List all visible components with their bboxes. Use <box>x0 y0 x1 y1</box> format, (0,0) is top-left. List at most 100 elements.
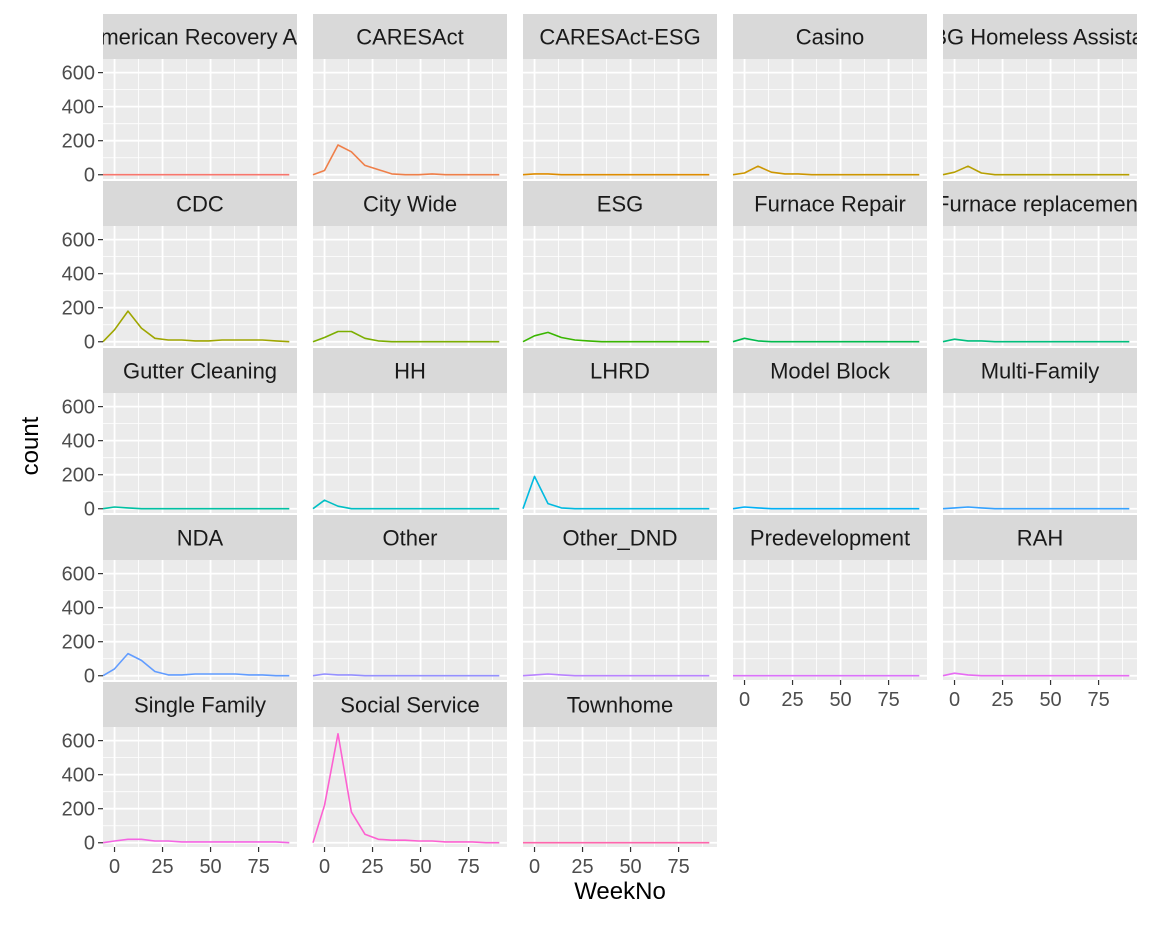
series-line-multi-family <box>942 506 1130 510</box>
series-line-gutter-cleaning <box>102 506 290 510</box>
facet-strip-label: Furnace replacement <box>936 192 1144 217</box>
facet-strip-label: RAH <box>1017 526 1063 551</box>
plot-background <box>103 59 297 179</box>
y-tick-label: 200 <box>62 131 95 153</box>
plot-background <box>313 59 507 179</box>
plot-background <box>523 226 717 346</box>
plot-background <box>523 59 717 179</box>
facet-panel-social-service: Social Service 0 25 50 75 <box>312 682 507 878</box>
facet-panel-cdc: CDC 0 200 400 600 <box>62 181 297 354</box>
facet-panel-caresact: CARESAct <box>312 14 507 179</box>
plot-background <box>943 393 1137 513</box>
y-tick-label: 600 <box>62 564 95 586</box>
facet-panel-city-wide: City Wide <box>312 181 507 346</box>
facet-strip <box>103 14 297 59</box>
facet-strip-label: Townhome <box>567 693 673 718</box>
plot-background <box>313 393 507 513</box>
facet-strip <box>733 348 927 393</box>
facet-panel-multi-family: Multi-Family <box>942 348 1137 513</box>
facet-panel-esg: ESG <box>522 181 717 346</box>
facet-strip-label: NDA <box>177 526 224 551</box>
x-tick-label: 25 <box>151 856 173 878</box>
facet-strip-label: ESG <box>597 192 643 217</box>
facet-strip-label: Predevelopment <box>750 526 910 551</box>
x-tick-label: 75 <box>457 856 479 878</box>
facet-strip <box>943 348 1137 393</box>
series-line-caresact <box>312 144 500 176</box>
facet-strip-label: CARESAct-ESG <box>539 25 700 50</box>
facet-panel-nda: NDA 0 200 400 600 <box>62 515 297 688</box>
facet-strip <box>523 348 717 393</box>
facet-panel-townhome: Townhome 0 25 50 75 <box>523 682 717 878</box>
plot-background <box>313 226 507 346</box>
y-tick-label: 0 <box>84 165 95 187</box>
facet-strip-label: LHRD <box>590 359 650 384</box>
x-tick-label: 25 <box>781 689 803 711</box>
y-tick-label: 0 <box>84 666 95 688</box>
y-axis-label: count <box>17 416 44 475</box>
x-tick-label: 0 <box>109 856 120 878</box>
facet-panel-furnace-repair: Furnace Repair <box>732 181 927 346</box>
facet-panel-hh: HH <box>312 348 507 513</box>
facet-panel-gutter-cleaning: Gutter Cleaning 0 200 400 600 <box>62 348 297 521</box>
series-line-model-block <box>732 506 920 510</box>
series-line-cdbg-homeless-assistance <box>942 165 1130 176</box>
facet-strip-label: HH <box>394 359 426 384</box>
facet-strip <box>523 515 717 560</box>
facet-strip-label: Other <box>382 526 437 551</box>
plot-background <box>733 560 927 680</box>
series-line-esg <box>522 331 710 343</box>
plot-background <box>733 393 927 513</box>
facet-panel-cdbg-homeless-assistance: CDBG Homeless Assistance <box>901 14 1152 179</box>
y-tick-label: 0 <box>84 332 95 354</box>
x-tick-label: 75 <box>1087 689 1109 711</box>
facet-strip <box>733 181 927 226</box>
x-tick-label: 75 <box>247 856 269 878</box>
series-line-caresact-esg <box>522 173 710 176</box>
x-tick-label: 0 <box>529 856 540 878</box>
facet-strip-label: CDBG Homeless Assistance <box>901 25 1152 50</box>
plot-background <box>523 393 717 513</box>
y-tick-label: 400 <box>62 598 95 620</box>
series-line-social-service <box>312 732 500 844</box>
facet-strip <box>103 682 297 727</box>
facet-strip-label: Furnace Repair <box>754 192 906 217</box>
facet-strip-label: Single Family <box>134 693 266 718</box>
x-tick-label: 75 <box>667 856 689 878</box>
x-tick-label: 50 <box>829 689 851 711</box>
y-tick-label: 400 <box>62 431 95 453</box>
x-tick-label: 75 <box>877 689 899 711</box>
facet-strip <box>313 14 507 59</box>
plot-background <box>103 560 297 680</box>
facet-strip <box>523 181 717 226</box>
y-tick-label: 600 <box>62 230 95 252</box>
y-tick-label: 0 <box>84 499 95 521</box>
series-line-rah <box>942 672 1130 677</box>
facet-strip <box>313 682 507 727</box>
series-line-hh <box>312 499 500 510</box>
facet-strip-label: American Recovery Act <box>86 25 315 50</box>
facet-panel-rah: RAH 0 25 50 75 <box>942 515 1137 711</box>
facet-strip <box>523 682 717 727</box>
plot-background <box>103 393 297 513</box>
plot-background <box>943 226 1137 346</box>
facet-panel-casino: Casino <box>732 14 927 179</box>
y-tick-label: 400 <box>62 97 95 119</box>
facet-strip <box>313 515 507 560</box>
y-tick-label: 600 <box>62 397 95 419</box>
facet-strip <box>733 14 927 59</box>
plot-background <box>103 727 297 847</box>
plot-background <box>733 226 927 346</box>
facet-strip <box>103 515 297 560</box>
facet-strip <box>733 515 927 560</box>
facet-panel-other: Other <box>312 515 507 680</box>
series-line-city-wide <box>312 330 500 343</box>
x-tick-label: 50 <box>409 856 431 878</box>
y-tick-label: 400 <box>62 264 95 286</box>
plot-background <box>943 59 1137 179</box>
facet-panel-lhrd: LHRD <box>522 348 717 513</box>
y-tick-label: 200 <box>62 465 95 487</box>
x-axis-label: WeekNo <box>574 878 666 905</box>
facet-panel-caresact-esg: CARESAct-ESG <box>522 14 717 179</box>
